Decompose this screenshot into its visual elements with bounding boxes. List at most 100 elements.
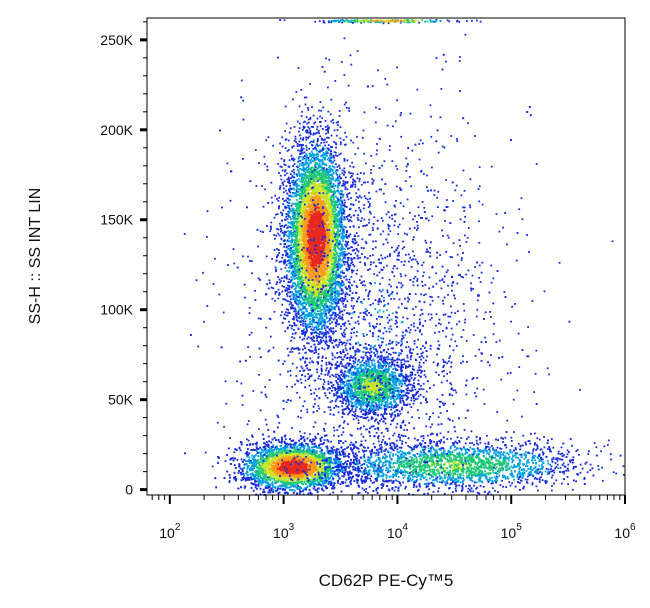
event-dot	[320, 200, 323, 202]
event-dot	[313, 254, 316, 256]
event-dot	[331, 295, 334, 298]
event-dot	[320, 268, 322, 270]
event-dot	[293, 158, 296, 161]
event-dot	[348, 265, 350, 268]
event-dot	[291, 282, 294, 285]
event-dot	[333, 265, 336, 268]
event-dot	[315, 278, 317, 281]
event-dot	[307, 292, 310, 295]
event-dot	[283, 246, 286, 248]
event-dot	[294, 266, 296, 269]
event-dot	[298, 162, 301, 165]
event-dot	[318, 243, 321, 245]
event-dot	[326, 231, 329, 233]
event-dot	[333, 166, 335, 168]
event-dot	[311, 271, 313, 274]
event-dot	[332, 280, 334, 283]
event-dot	[303, 282, 306, 284]
event-dot	[323, 270, 326, 273]
event-dot	[343, 225, 345, 228]
event-dot	[316, 143, 318, 146]
event-dot	[332, 204, 334, 206]
event-dot	[314, 321, 317, 324]
event-dot	[340, 219, 342, 222]
event-dot	[312, 226, 315, 229]
event-dot	[302, 121, 305, 124]
event-dot	[311, 248, 314, 250]
event-dot	[335, 214, 338, 217]
event-dot	[299, 267, 301, 270]
event-dot	[326, 147, 329, 150]
event-dot	[319, 135, 321, 138]
event-dot	[281, 277, 283, 280]
event-dot	[305, 237, 308, 240]
event-dot	[297, 230, 300, 233]
event-dot	[327, 173, 330, 176]
event-dot	[303, 180, 305, 183]
event-dot	[293, 188, 295, 191]
event-dot	[319, 336, 322, 339]
event-dot	[329, 169, 332, 172]
event-dot	[324, 177, 327, 180]
event-dot	[328, 284, 331, 286]
event-dot	[326, 320, 329, 323]
event-dot	[303, 256, 305, 258]
event-dot	[305, 220, 308, 223]
event-dot	[323, 333, 326, 336]
event-dot	[284, 207, 287, 209]
event-dot	[325, 205, 328, 208]
event-dot	[328, 305, 331, 307]
event-dot	[338, 343, 340, 346]
event-dot	[364, 240, 367, 243]
event-dot	[324, 246, 327, 248]
event-dot	[303, 172, 306, 175]
event-dot	[318, 211, 320, 214]
event-dot	[294, 290, 297, 293]
event-dot	[293, 210, 295, 213]
event-dot	[291, 278, 294, 281]
event-dot	[290, 241, 293, 244]
event-dot	[317, 216, 320, 218]
event-dot	[343, 37, 346, 40]
event-dot	[288, 179, 291, 181]
event-dot	[315, 240, 318, 242]
event-dot	[342, 284, 345, 287]
event-dot	[313, 193, 315, 196]
event-dot	[341, 259, 343, 262]
event-dot	[341, 169, 344, 172]
event-dot	[300, 253, 303, 256]
event-dot	[296, 246, 299, 249]
event-dot	[311, 188, 314, 191]
event-dot	[303, 234, 306, 237]
event-dot	[307, 282, 309, 284]
event-dot	[342, 240, 345, 242]
event-dot	[346, 196, 349, 198]
event-dot	[298, 200, 301, 203]
event-dot	[301, 176, 304, 179]
event-dot	[350, 139, 352, 142]
event-dot	[345, 101, 347, 104]
event-dot	[355, 291, 357, 294]
event-dot	[347, 247, 349, 250]
event-dot	[302, 166, 305, 169]
event-dot	[313, 296, 316, 299]
event-dot	[343, 323, 345, 325]
event-dot	[321, 171, 323, 174]
event-dot	[314, 284, 317, 287]
event-dot	[317, 153, 320, 156]
event-dot	[310, 171, 312, 173]
event-dot	[288, 190, 291, 192]
event-dot	[317, 274, 320, 277]
event-dot	[295, 231, 297, 233]
event-dot	[313, 233, 316, 236]
event-dot	[283, 230, 286, 233]
event-dot	[318, 319, 320, 322]
event-dot	[309, 290, 312, 293]
event-dot	[325, 292, 328, 295]
event-dot	[296, 199, 298, 201]
event-dot	[317, 291, 320, 293]
event-dot	[308, 286, 311, 289]
event-dot	[291, 336, 293, 339]
event-dot	[330, 152, 333, 155]
event-dot	[280, 280, 282, 283]
